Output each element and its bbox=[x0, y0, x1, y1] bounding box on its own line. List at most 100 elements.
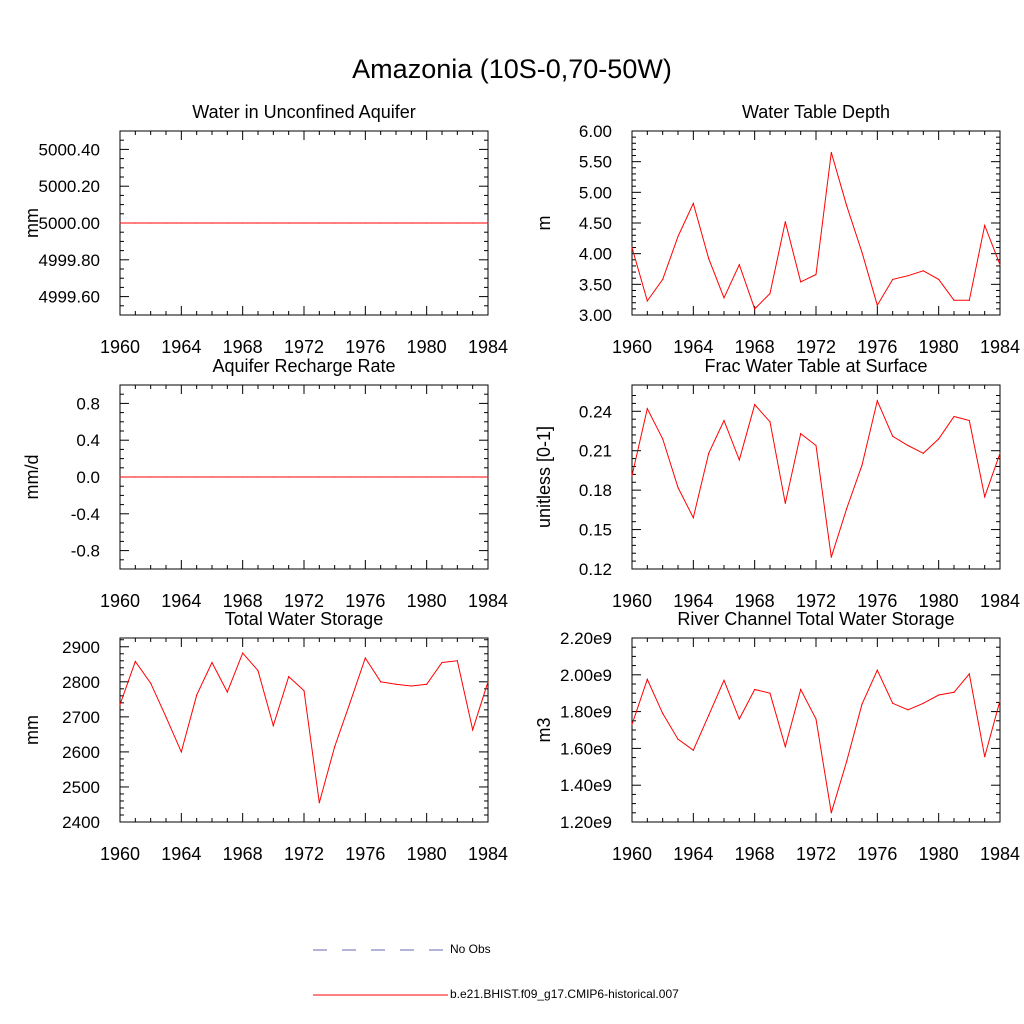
x-tick-label: 1960 bbox=[612, 844, 652, 864]
data-point bbox=[257, 222, 259, 224]
panel-4: Frac Water Table at Surface unitless [0-1… bbox=[534, 356, 1020, 611]
data-point bbox=[364, 222, 366, 224]
y-tick-label: 1.60e9 bbox=[560, 739, 612, 758]
data-point bbox=[784, 502, 786, 504]
data-point bbox=[134, 222, 136, 224]
data-point bbox=[876, 669, 878, 671]
series-line-model bbox=[631, 668, 1001, 813]
x-tick-label: 1960 bbox=[100, 591, 140, 611]
y-axis-label: mm bbox=[22, 208, 42, 238]
data-point bbox=[662, 438, 664, 440]
y-tick-label: 0.18 bbox=[579, 481, 612, 500]
x-tick-label: 1972 bbox=[284, 337, 324, 357]
x-tick-label: 1964 bbox=[161, 337, 201, 357]
legend-model-label: b.e21.BHIST.f09_g17.CMIP6-historical.007 bbox=[450, 987, 679, 1001]
data-point bbox=[288, 675, 290, 678]
legend-obs-label: No Obs bbox=[450, 942, 491, 956]
data-point bbox=[318, 802, 320, 804]
data-point bbox=[861, 251, 863, 254]
y-tick-label: 0.4 bbox=[76, 431, 100, 450]
data-point bbox=[334, 746, 336, 748]
data-point bbox=[708, 257, 710, 260]
data-point bbox=[938, 278, 940, 281]
data-point bbox=[226, 222, 228, 224]
data-point bbox=[784, 745, 786, 748]
x-tick-label: 1968 bbox=[223, 844, 263, 864]
data-point bbox=[441, 661, 443, 664]
data-point bbox=[677, 738, 679, 740]
data-point bbox=[876, 400, 878, 402]
data-point bbox=[754, 688, 756, 691]
y-tick-label: 5000.00 bbox=[39, 214, 100, 233]
y-tick-label: 4999.80 bbox=[39, 251, 100, 270]
panel-title: Total Water Storage bbox=[225, 609, 383, 629]
data-point bbox=[984, 756, 986, 758]
plot-frame bbox=[631, 384, 1001, 570]
data-point bbox=[196, 694, 198, 696]
data-point bbox=[738, 718, 740, 720]
x-tick-label: 1964 bbox=[673, 844, 713, 864]
data-point bbox=[272, 725, 274, 727]
y-tick-label: -0.8 bbox=[71, 542, 100, 561]
data-point bbox=[211, 476, 213, 478]
data-point bbox=[968, 419, 970, 422]
data-point bbox=[380, 681, 382, 683]
panel-title: River Channel Total Water Storage bbox=[677, 609, 954, 629]
y-tick-label: 2400 bbox=[62, 813, 100, 832]
x-tick-label: 1976 bbox=[857, 844, 897, 864]
data-point bbox=[180, 751, 182, 753]
data-point bbox=[677, 486, 679, 489]
y-tick-label: 3.50 bbox=[579, 275, 612, 294]
data-point bbox=[662, 712, 664, 715]
x-tick-label: 1960 bbox=[100, 337, 140, 357]
x-tick-label: 1960 bbox=[612, 337, 652, 357]
y-tick-label: 4999.60 bbox=[39, 288, 100, 307]
x-tick-label: 1968 bbox=[735, 844, 775, 864]
x-tick-label: 1972 bbox=[284, 844, 324, 864]
y-tick-label: 0.12 bbox=[579, 560, 612, 579]
data-point bbox=[922, 270, 924, 272]
data-point bbox=[861, 703, 863, 705]
data-point bbox=[646, 300, 648, 302]
data-point bbox=[922, 702, 924, 704]
y-tick-label: 0.24 bbox=[579, 402, 612, 421]
x-tick-label: 1984 bbox=[468, 591, 508, 611]
series-line-model bbox=[631, 399, 1001, 558]
x-tick-label: 1968 bbox=[223, 337, 263, 357]
y-tick-label: 0.21 bbox=[579, 442, 612, 461]
data-point bbox=[892, 278, 894, 281]
data-point bbox=[318, 222, 320, 224]
x-tick-label: 1976 bbox=[345, 337, 385, 357]
data-point bbox=[119, 222, 121, 224]
data-point bbox=[196, 222, 198, 224]
data-point bbox=[134, 660, 136, 663]
data-point bbox=[631, 475, 633, 477]
data-point bbox=[364, 476, 366, 478]
panel-5: Total Water Storage mm 1960 1964 1968 1972 197… bbox=[22, 609, 508, 864]
legend-lines bbox=[313, 949, 448, 996]
data-point bbox=[272, 222, 274, 224]
data-point bbox=[999, 699, 1001, 702]
x-tick-label: 1984 bbox=[980, 337, 1020, 357]
data-point bbox=[815, 444, 817, 447]
data-point bbox=[999, 452, 1001, 454]
x-tick-label: 1984 bbox=[468, 337, 508, 357]
y-tick-label: 4.50 bbox=[579, 214, 612, 233]
data-point bbox=[846, 760, 848, 762]
data-point bbox=[800, 688, 802, 691]
data-point bbox=[846, 507, 848, 510]
x-tick-label: 1960 bbox=[100, 844, 140, 864]
data-point bbox=[984, 224, 986, 227]
x-tick-label: 1964 bbox=[161, 591, 201, 611]
data-point bbox=[242, 652, 244, 654]
x-tick-label: 1980 bbox=[919, 591, 959, 611]
y-tick-label: 1.20e9 bbox=[560, 813, 612, 832]
data-point bbox=[646, 678, 648, 681]
data-point bbox=[907, 444, 909, 447]
data-point bbox=[165, 222, 167, 224]
data-point bbox=[938, 438, 940, 440]
data-point bbox=[150, 222, 152, 224]
y-tick-label: 2900 bbox=[62, 638, 100, 657]
data-point bbox=[165, 476, 167, 478]
